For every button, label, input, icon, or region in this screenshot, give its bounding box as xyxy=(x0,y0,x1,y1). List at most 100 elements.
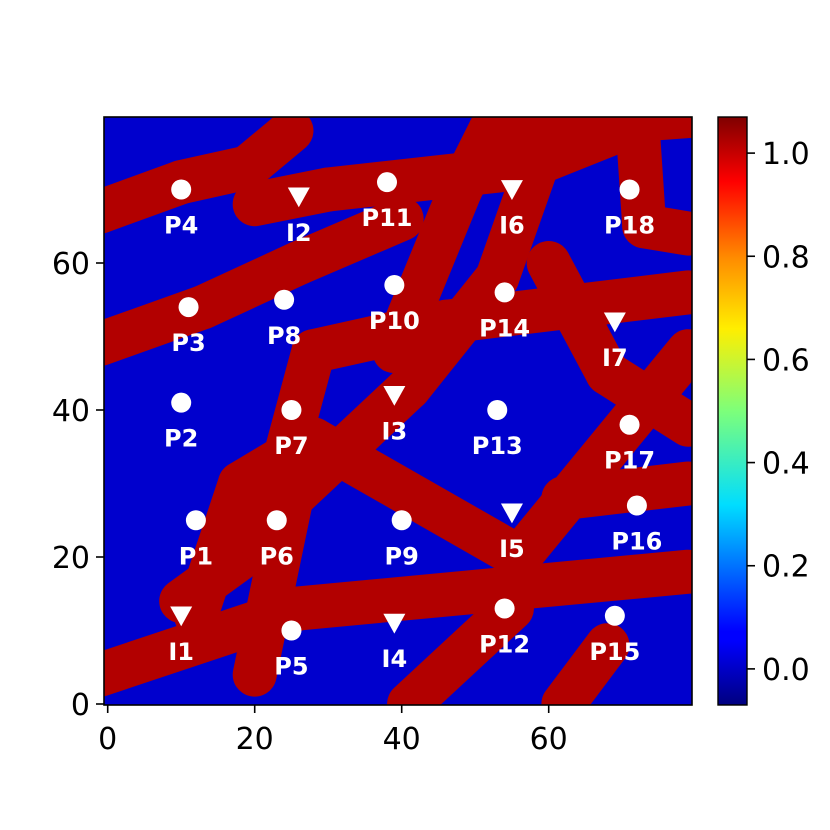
injection-well-marker xyxy=(287,187,310,208)
channel-2 xyxy=(276,549,692,631)
well-p16: P16 xyxy=(611,495,662,556)
well-label: I1 xyxy=(168,638,194,666)
production-well-marker xyxy=(281,400,302,420)
colorbar-gradient xyxy=(717,116,748,706)
well-label: P4 xyxy=(164,212,198,240)
colorbar-tick-label: 0.6 xyxy=(762,343,810,378)
colorbar-tick-label: 1.0 xyxy=(762,137,810,172)
well-p3: P3 xyxy=(171,297,206,357)
channel-9 xyxy=(372,167,483,374)
well-label: P2 xyxy=(164,425,198,453)
well-label: P14 xyxy=(479,314,530,342)
injection-well-marker xyxy=(383,385,406,406)
production-well-marker xyxy=(274,289,295,310)
well-p2: P2 xyxy=(164,392,198,453)
well-label: P11 xyxy=(362,204,413,232)
well-p18: P18 xyxy=(604,179,655,240)
well-label: P1 xyxy=(179,542,213,570)
well-p15: P15 xyxy=(589,605,640,666)
well-label: P5 xyxy=(274,653,308,681)
well-label: P12 xyxy=(479,630,530,658)
production-well-marker xyxy=(487,400,508,420)
well-label: P7 xyxy=(274,432,308,460)
colorbar-tick-label: 0.8 xyxy=(762,240,810,275)
production-well-marker xyxy=(494,598,515,619)
channel-32 xyxy=(585,351,692,447)
well-p10: P10 xyxy=(369,275,420,335)
well-label: P15 xyxy=(589,638,640,666)
production-well-marker xyxy=(185,510,206,531)
channel-18 xyxy=(276,196,424,285)
well-label: I7 xyxy=(602,344,628,372)
y-axis: 0 20 40 60 xyxy=(52,247,104,723)
well-label: P17 xyxy=(604,447,655,475)
well-p17: P17 xyxy=(604,414,655,475)
well-p14: P14 xyxy=(479,282,530,342)
y-tick-label: 40 xyxy=(52,394,90,429)
well-p5: P5 xyxy=(274,620,309,681)
well-p4: P4 xyxy=(164,179,198,240)
y-tick-label: 20 xyxy=(52,541,90,576)
production-well-marker xyxy=(391,510,412,531)
well-i1: I1 xyxy=(168,606,194,666)
well-p7: P7 xyxy=(274,400,309,460)
production-well-marker xyxy=(377,172,397,193)
well-i6: I6 xyxy=(499,180,525,240)
x-tick-label: 20 xyxy=(236,722,274,757)
channel-14 xyxy=(387,255,520,410)
well-label: P8 xyxy=(267,322,301,350)
injection-well-marker xyxy=(500,503,523,524)
well-label: I3 xyxy=(382,417,408,445)
well-label: I2 xyxy=(286,219,312,247)
colorbar-tick-label: 0.2 xyxy=(762,550,810,585)
well-label: P9 xyxy=(385,542,419,570)
production-well-marker xyxy=(604,605,625,626)
plot-frame xyxy=(103,116,693,706)
colorbar-tick-label: 0.0 xyxy=(762,653,810,688)
channel-4 xyxy=(541,623,630,705)
x-tick-label: 60 xyxy=(530,722,568,757)
well-p6: P6 xyxy=(260,510,294,570)
channel-24 xyxy=(291,417,542,579)
injection-well-marker xyxy=(383,613,406,634)
well-i3: I3 xyxy=(382,385,408,445)
channel-3 xyxy=(387,586,534,705)
production-well-marker xyxy=(281,620,302,641)
heatmap-area xyxy=(104,117,692,705)
colorbar-tick-label: 0.4 xyxy=(762,447,810,482)
colorbar: 0.0 0.2 0.4 0.6 0.8 1.0 xyxy=(717,116,810,706)
well-label: P6 xyxy=(260,542,294,570)
well-p9: P9 xyxy=(385,510,419,570)
channel-30 xyxy=(622,204,692,256)
production-well-marker xyxy=(171,179,192,200)
well-markers: P1 P2 P3 P4 P5 P6 P7 P8 P9 P10 P11 P12 P13 P14 P15 P16 P… xyxy=(164,172,662,681)
channel-27 xyxy=(306,145,549,212)
well-p11: P11 xyxy=(362,172,413,232)
well-p13: P13 xyxy=(472,400,523,460)
channel-33 xyxy=(541,461,692,521)
channel-21 xyxy=(225,117,314,190)
x-axis: 0 20 40 60 xyxy=(98,705,568,757)
channel-12 xyxy=(232,476,314,697)
well-label: P10 xyxy=(369,307,420,335)
y-tick-label: 60 xyxy=(52,247,90,282)
y-tick-label: 0 xyxy=(71,688,90,723)
x-tick-label: 0 xyxy=(98,722,117,757)
well-label: P3 xyxy=(171,329,205,357)
well-label: P13 xyxy=(472,432,523,460)
well-i5: I5 xyxy=(499,503,525,563)
well-label: P16 xyxy=(611,528,662,556)
well-label: I4 xyxy=(382,645,408,673)
production-well-marker xyxy=(626,495,647,516)
well-i7: I7 xyxy=(602,312,628,372)
production-well-marker xyxy=(494,282,515,303)
well-label: I5 xyxy=(499,535,525,563)
x-tick-label: 40 xyxy=(383,722,421,757)
production-well-marker xyxy=(178,297,199,318)
well-label: I6 xyxy=(499,212,525,240)
injection-well-marker xyxy=(500,180,523,200)
well-label: P18 xyxy=(604,212,655,240)
production-well-marker xyxy=(384,275,405,296)
production-well-marker xyxy=(619,179,640,200)
